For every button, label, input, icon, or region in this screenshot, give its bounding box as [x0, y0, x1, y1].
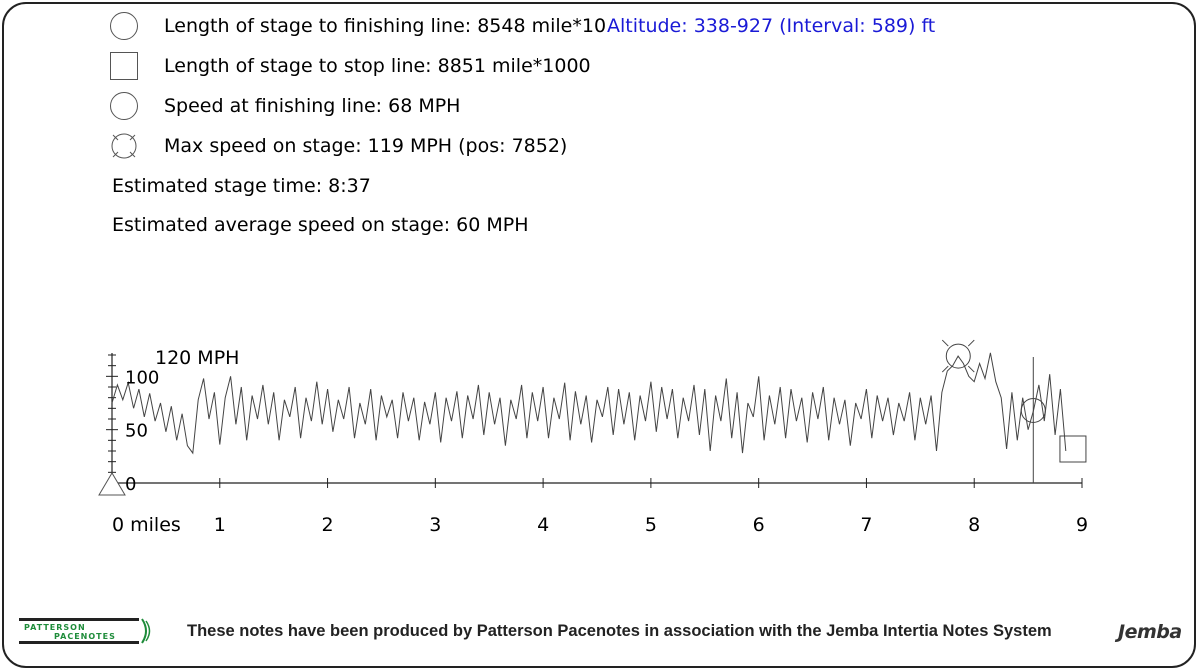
x-tick-label: 1 [214, 514, 226, 536]
finish-length-text: Length of stage to finishing line: 8548 … [164, 15, 631, 37]
max-speed-cross-tick [967, 339, 975, 347]
finish-speed-circle [1020, 397, 1046, 423]
x-tick-label: 3 [429, 514, 441, 536]
start-triangle-marker [98, 472, 126, 496]
stop-length-text: Length of stage to stop line: 8851 mile*… [164, 55, 591, 77]
estimated-stage-time: Estimated stage time: 8:37 [112, 175, 371, 197]
jemba-logo: Jemba [1118, 621, 1182, 643]
legend-finish-speed: Speed at finishing line: 68 MPH [110, 91, 460, 121]
chart-markers [98, 339, 1087, 496]
chart-axes [106, 353, 1083, 488]
x-tick-label: 5 [645, 514, 657, 536]
x-tick-label: 6 [753, 514, 765, 536]
y-tick-label: 100 [125, 367, 159, 388]
max-speed-cross-tick [941, 365, 949, 373]
estimated-average-speed: Estimated average speed on stage: 60 MPH [112, 214, 529, 236]
patterson-pacenotes-logo: PATTERSON PACENOTES [19, 618, 151, 644]
y-tick-label: 0 [125, 474, 136, 495]
legend-stop-length: Length of stage to stop line: 8851 mile*… [110, 51, 591, 81]
legend-finish-length: Length of stage to finishing line: 8548 … [110, 11, 630, 41]
x-tick-label: 4 [537, 514, 549, 536]
max-speed-text: Max speed on stage: 119 MPH (pos: 7852) [164, 135, 568, 157]
finish-circle-icon [110, 12, 138, 40]
altitude-text: Altitude: 338-927 (Interval: 589) ft [607, 15, 936, 37]
x-tick-label: 9 [1076, 514, 1088, 536]
y-max-label: 120 MPH [155, 347, 239, 369]
x-tick-label: 2 [322, 514, 334, 536]
y-tick-label: 50 [125, 421, 148, 442]
x-tick-label: 0 miles [112, 514, 181, 536]
logo-line2: PACENOTES [54, 632, 116, 641]
x-tick-label: 7 [860, 514, 872, 536]
logo-line1: PATTERSON [24, 623, 86, 632]
finish-speed-circle-icon [110, 92, 138, 120]
stop-square-icon [110, 52, 138, 80]
max-speed-cross-tick [967, 365, 975, 373]
max-speed-crossed-circle-icon [110, 132, 138, 160]
chart-trace [111, 352, 1067, 455]
footer-credit: These notes have been produced by Patter… [187, 622, 1052, 640]
max-speed-circle [945, 343, 971, 369]
x-tick-label: 8 [968, 514, 980, 536]
stop-square-marker [1059, 435, 1087, 463]
max-speed-cross-tick [941, 339, 949, 347]
finish-speed-text: Speed at finishing line: 68 MPH [164, 95, 461, 117]
legend-max-speed: Max speed on stage: 119 MPH (pos: 7852) [110, 131, 567, 161]
speed-trace-line [111, 352, 1067, 455]
